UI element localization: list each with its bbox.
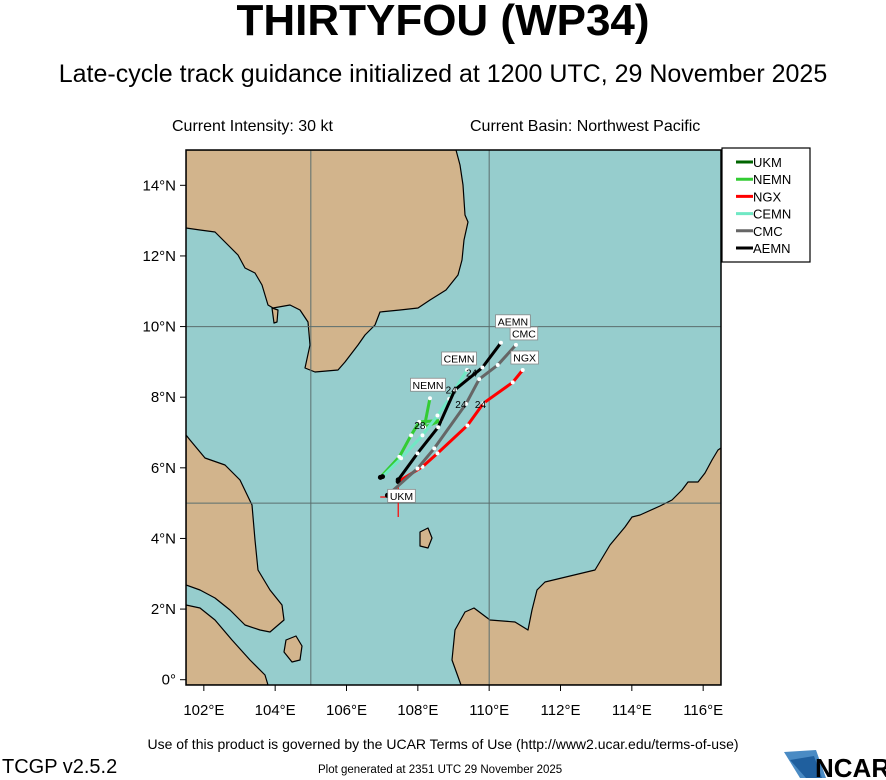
track-point-ngx: [481, 401, 486, 406]
track-point-cemn: [465, 368, 470, 373]
y-tick-label: 8°N: [151, 389, 176, 406]
track-end-label-cemn: CEMN: [444, 354, 475, 366]
legend-label-nemn: NEMN: [753, 172, 791, 187]
ncar-logo: NCAR: [784, 750, 886, 780]
track-point-cmc: [513, 342, 518, 347]
land-sumatra: [186, 604, 269, 685]
land-natuna: [419, 527, 433, 549]
subtitle: Late-cycle track guidance initialized at…: [58, 60, 828, 88]
track-point-aemn: [498, 340, 503, 345]
land-borneo: [451, 447, 721, 685]
track-end-label-box: [410, 377, 446, 392]
track-point-aemn: [436, 425, 441, 430]
x-tick-label: 114°E: [612, 702, 652, 719]
track-point-nemn: [427, 396, 432, 401]
y-tick-label: 0°: [162, 672, 176, 689]
track-end-label-aemn: AEMN: [498, 316, 528, 328]
current-intensity: Current Intensity: 30 kt: [172, 118, 333, 135]
y-tick-label: 6°N: [151, 460, 176, 477]
track-point-aemn: [452, 387, 457, 392]
x-tick-label: 108°E: [397, 702, 438, 719]
legend-box: [721, 147, 811, 263]
track-point-ngx: [520, 368, 525, 373]
x-tick-label: 116°E: [683, 702, 723, 719]
plot-frame: [185, 149, 722, 686]
legend-label-cemn: CEMN: [753, 207, 791, 222]
track-point-cemn: [380, 474, 386, 480]
track-point-nemn: [417, 419, 422, 424]
track-point-aemn: [415, 451, 420, 456]
track-end-label-ukm: UKM: [390, 491, 413, 503]
track-point-ngx: [435, 451, 440, 456]
track-end-label-box: [510, 350, 539, 365]
x-tick-label: 112°E: [541, 702, 581, 719]
y-tick-label: 10°N: [142, 319, 176, 336]
y-tick-label: 14°N: [142, 177, 176, 194]
track-point-cemn: [435, 413, 440, 418]
land-indochina: [186, 150, 469, 373]
y-tick-label: 4°N: [151, 530, 176, 547]
ncar-logo-text: NCAR: [815, 753, 886, 780]
land-malay-peninsula: [186, 434, 285, 633]
legend-label-aemn: AEMN: [753, 241, 791, 256]
track-point-cemn: [399, 456, 404, 461]
forecast-hour-label: 24: [475, 400, 487, 411]
track-end-label-box: [495, 314, 531, 329]
track-end-label-cmc: CMC: [512, 328, 536, 340]
y-tick-label: 12°N: [142, 248, 176, 265]
land-phu-quoc: [271, 307, 279, 324]
terms-of-use: Use of this product is governed by the U…: [147, 736, 739, 752]
track-point-aemn: [480, 365, 485, 370]
track-end-label-box: [387, 488, 416, 503]
version-label: TCGP v2.5.2: [2, 756, 118, 778]
legend-label-cmc: CMC: [753, 224, 783, 239]
track-point-nemn: [422, 425, 427, 430]
track-point-cmc: [415, 466, 420, 471]
track-aemn: [397, 341, 503, 481]
y-tick-label: 2°N: [151, 601, 176, 618]
track-point-cmc: [495, 363, 500, 368]
legend-label-ukm: UKM: [753, 155, 782, 170]
track-point-ngx: [465, 423, 470, 428]
track-point-cmc: [477, 377, 482, 382]
x-tick-label: 110°E: [469, 702, 509, 719]
forecast-hour-label: 28: [414, 421, 426, 432]
track-point-cemn: [420, 433, 425, 438]
land-riau-islands: [283, 635, 303, 663]
track-point-ngx: [510, 380, 515, 385]
track-end-label-ngx: NGX: [513, 353, 536, 365]
forecast-hour-label: 24: [455, 400, 467, 411]
storm-title: THIRTYFOU (WP34): [236, 0, 650, 45]
x-tick-label: 102°E: [183, 702, 224, 719]
track-end-label-nemn: NEMN: [412, 380, 443, 392]
track-point-cmc: [463, 401, 468, 406]
current-basin: Current Basin: Northwest Pacific: [470, 118, 701, 135]
x-tick-label: 104°E: [255, 702, 296, 719]
generated-time: Plot generated at 2351 UTC 29 November 2…: [318, 764, 563, 776]
track-end-label-box: [441, 351, 477, 366]
track-point-cmc: [432, 446, 437, 451]
x-tick-label: 106°E: [326, 702, 367, 719]
forecast-hour-label: 24: [446, 386, 458, 397]
track-point-nemn: [409, 433, 414, 438]
legend-label-ngx: NGX: [753, 189, 782, 204]
track-point-aemn: [395, 477, 401, 483]
